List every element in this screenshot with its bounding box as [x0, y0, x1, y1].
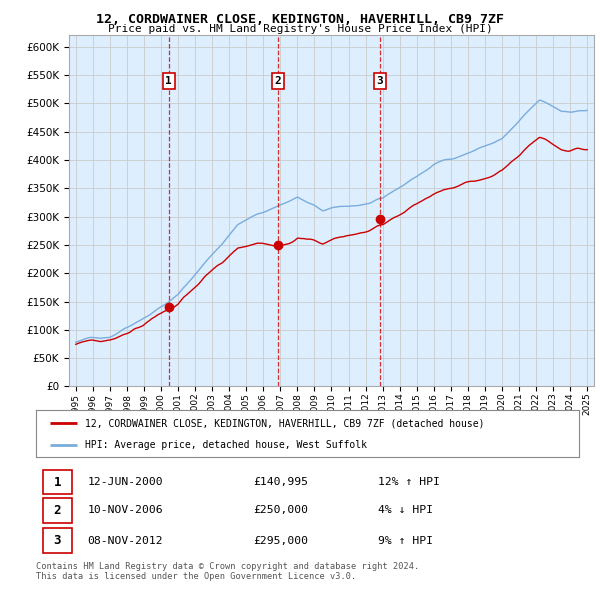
Text: Contains HM Land Registry data © Crown copyright and database right 2024.: Contains HM Land Registry data © Crown c…	[36, 562, 419, 571]
Text: 12, CORDWAINER CLOSE, KEDINGTON, HAVERHILL, CB9 7ZF (detached house): 12, CORDWAINER CLOSE, KEDINGTON, HAVERHI…	[85, 418, 484, 428]
Text: 1: 1	[166, 76, 172, 86]
Text: 12% ↑ HPI: 12% ↑ HPI	[378, 477, 440, 487]
Text: 4% ↓ HPI: 4% ↓ HPI	[378, 506, 433, 515]
Text: 08-NOV-2012: 08-NOV-2012	[88, 536, 163, 546]
Text: 3: 3	[53, 534, 61, 547]
FancyBboxPatch shape	[43, 498, 73, 523]
Text: £250,000: £250,000	[253, 506, 308, 515]
Text: £140,995: £140,995	[253, 477, 308, 487]
Text: This data is licensed under the Open Government Licence v3.0.: This data is licensed under the Open Gov…	[36, 572, 356, 581]
Text: HPI: Average price, detached house, West Suffolk: HPI: Average price, detached house, West…	[85, 441, 367, 450]
Text: 12-JUN-2000: 12-JUN-2000	[88, 477, 163, 487]
Text: 2: 2	[53, 504, 61, 517]
Text: Price paid vs. HM Land Registry's House Price Index (HPI): Price paid vs. HM Land Registry's House …	[107, 24, 493, 34]
Text: 3: 3	[377, 76, 383, 86]
FancyBboxPatch shape	[43, 470, 73, 494]
Text: 10-NOV-2006: 10-NOV-2006	[88, 506, 163, 515]
Text: 1: 1	[53, 476, 61, 489]
FancyBboxPatch shape	[43, 528, 73, 553]
Text: 12, CORDWAINER CLOSE, KEDINGTON, HAVERHILL, CB9 7ZF: 12, CORDWAINER CLOSE, KEDINGTON, HAVERHI…	[96, 13, 504, 26]
Text: £295,000: £295,000	[253, 536, 308, 546]
Text: 9% ↑ HPI: 9% ↑ HPI	[378, 536, 433, 546]
Text: 2: 2	[274, 76, 281, 86]
